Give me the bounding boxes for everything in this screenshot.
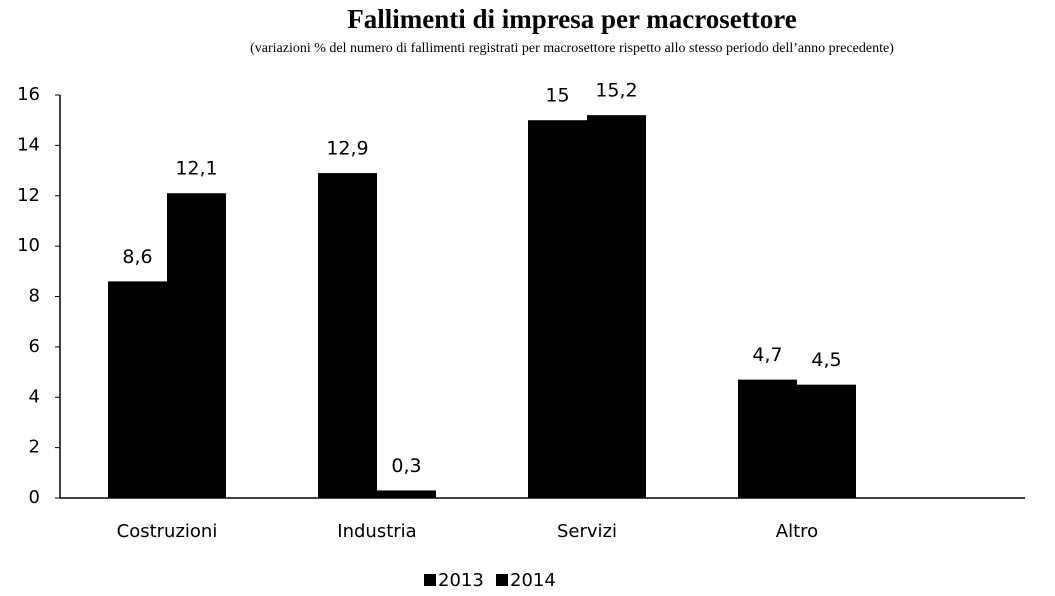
bar <box>797 384 856 498</box>
data-label: 8,6 <box>122 246 152 268</box>
y-tick-label: 14 <box>17 134 40 155</box>
bar <box>738 379 797 498</box>
legend-label: 2013 <box>438 570 484 591</box>
data-label: 12,9 <box>326 138 368 160</box>
data-label: 15 <box>545 85 569 107</box>
y-tick-label: 0 <box>29 487 40 508</box>
bar <box>587 115 646 499</box>
y-tick-label: 2 <box>29 437 40 458</box>
x-tick-label: Altro <box>776 521 818 542</box>
legend-label: 2014 <box>510 570 556 591</box>
x-tick-label: Servizi <box>557 521 617 542</box>
y-tick-label: 8 <box>29 286 40 307</box>
x-tick-label: Industria <box>337 521 416 542</box>
data-label: 4,5 <box>811 349 841 371</box>
x-tick-label: Costruzioni <box>117 521 218 542</box>
bar <box>108 281 167 498</box>
y-tick-label: 12 <box>17 185 40 206</box>
y-tick-label: 10 <box>17 235 40 256</box>
chart-title: Fallimenti di impresa per macrosettore <box>347 4 796 34</box>
y-tick-label: 4 <box>29 386 40 407</box>
bar <box>318 173 377 499</box>
legend-swatch <box>424 574 436 586</box>
legend-swatch <box>496 574 508 586</box>
data-label: 12,1 <box>175 158 217 180</box>
bar <box>377 490 436 498</box>
y-tick-label: 16 <box>17 84 40 105</box>
data-label: 0,3 <box>391 455 421 477</box>
y-tick-label: 6 <box>29 336 40 357</box>
data-label: 4,7 <box>752 344 782 366</box>
chart-subtitle: (variazioni % del numero di fallimenti r… <box>250 41 894 56</box>
bar <box>167 193 226 498</box>
bar <box>528 120 587 498</box>
data-label: 15,2 <box>595 80 637 102</box>
